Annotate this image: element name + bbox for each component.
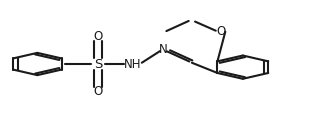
Text: N: N [159,43,168,56]
Text: O: O [93,85,102,98]
Text: NH: NH [124,57,142,71]
Text: O: O [93,30,102,43]
Text: S: S [94,57,102,71]
Text: O: O [216,25,225,38]
